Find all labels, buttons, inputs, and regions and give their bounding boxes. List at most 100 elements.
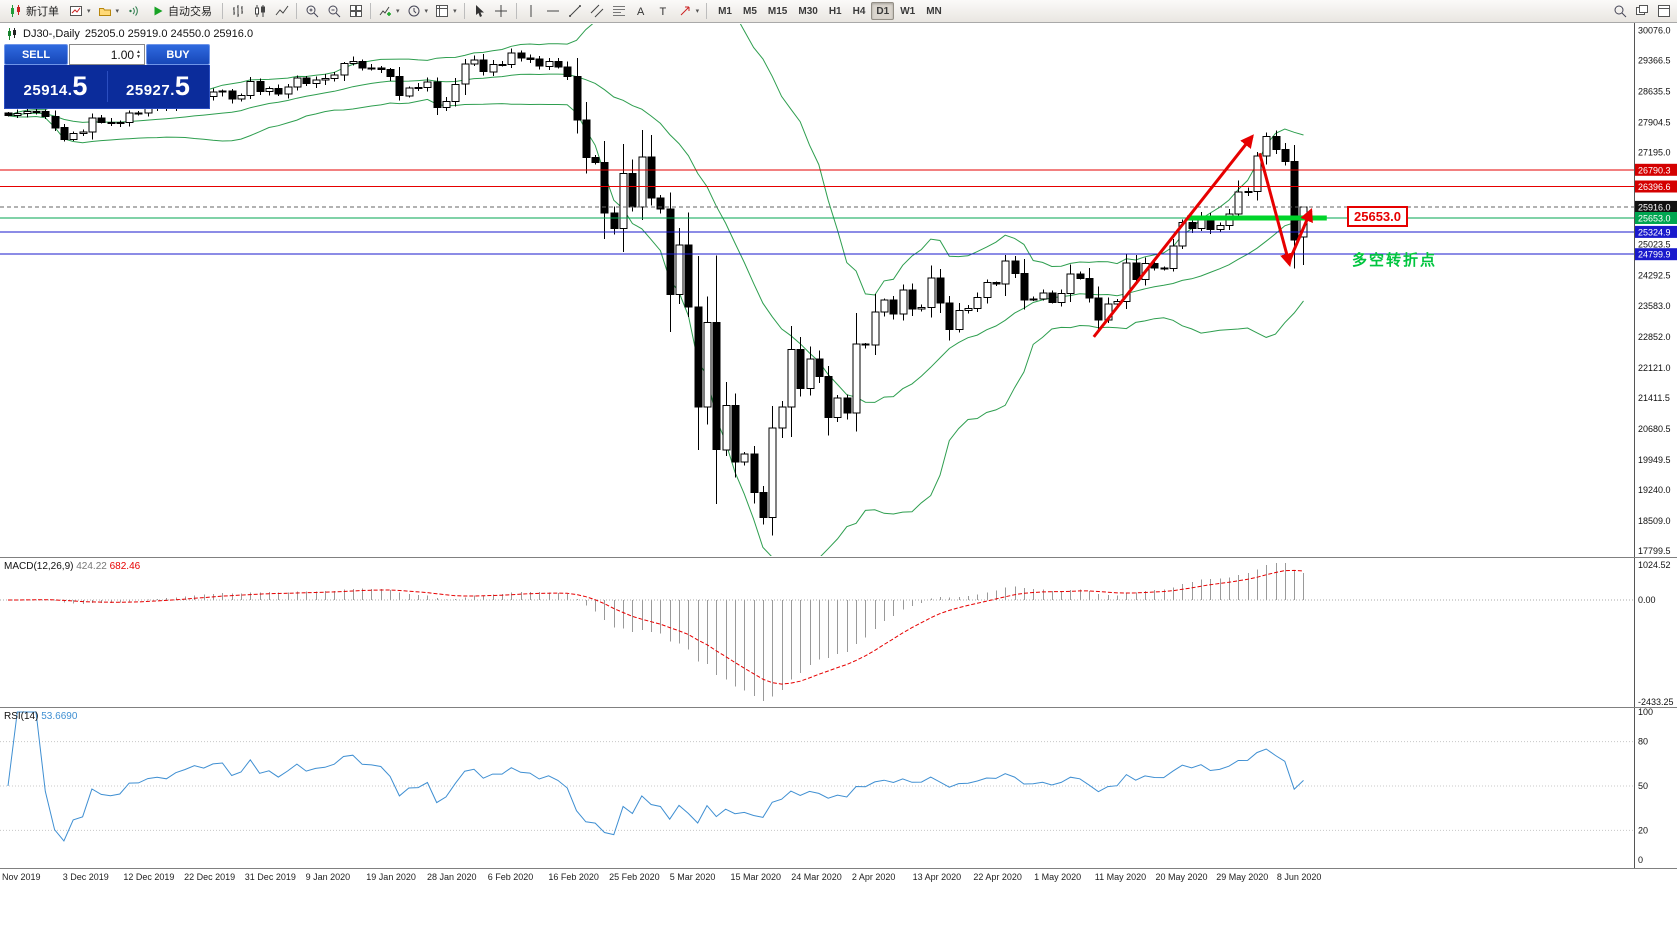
svg-text:24 Mar 2020: 24 Mar 2020 bbox=[791, 872, 842, 882]
svg-text:Nov 2019: Nov 2019 bbox=[2, 872, 41, 882]
stepper-down-icon[interactable]: ▼ bbox=[136, 53, 141, 60]
volume-stepper[interactable]: ▲ ▼ bbox=[136, 48, 141, 60]
svg-text:27195.0: 27195.0 bbox=[1638, 148, 1671, 158]
svg-text:26790.3: 26790.3 bbox=[1638, 165, 1671, 175]
date-axis[interactable]: Nov 2019 3 Dec 2019 12 Dec 2019 22 Dec 2019… bbox=[2, 872, 1321, 882]
templates-icon bbox=[436, 5, 449, 17]
toolbar-separator bbox=[296, 3, 298, 19]
open-charts-button[interactable] bbox=[1631, 1, 1652, 21]
indicators-button[interactable]: ▾ bbox=[375, 1, 403, 21]
window-panel-button[interactable] bbox=[1653, 1, 1674, 21]
svg-text:16 Feb 2020: 16 Feb 2020 bbox=[548, 872, 599, 882]
autotrading-button[interactable]: 自动交易 bbox=[145, 1, 218, 21]
svg-text:20 May 2020: 20 May 2020 bbox=[1156, 872, 1208, 882]
toolbar-separator bbox=[222, 3, 224, 19]
autotrading-label: 自动交易 bbox=[168, 6, 213, 18]
timeframe-toolbar: M1 M5 M15 M30 H1 H4 D1 W1 MN bbox=[713, 2, 947, 20]
dropdown-arrow: ▾ bbox=[453, 8, 457, 15]
buy-price: 25927.5 bbox=[126, 71, 191, 101]
volume-field[interactable]: 1.00 ▲ ▼ bbox=[69, 44, 145, 65]
bar-chart-button[interactable] bbox=[227, 1, 248, 21]
svg-text:0: 0 bbox=[1638, 855, 1643, 865]
svg-text:22852.0: 22852.0 bbox=[1638, 332, 1671, 342]
new-order-icon bbox=[11, 5, 20, 17]
equidistant-channel-icon bbox=[590, 4, 604, 18]
timeframe-h1-button[interactable]: H1 bbox=[824, 2, 847, 20]
timeframe-mn-button[interactable]: MN bbox=[921, 2, 947, 20]
chart-title: DJ30-,Daily 25205.0 25919.0 24550.0 2591… bbox=[6, 28, 253, 40]
cursor-button[interactable] bbox=[469, 1, 490, 21]
timeframe-m30-button[interactable]: M30 bbox=[793, 2, 822, 20]
timeframe-m5-button[interactable]: M5 bbox=[738, 2, 762, 20]
periods-clock-icon bbox=[408, 5, 420, 17]
chart-canvas[interactable]: 30076.0 29366.5 28635.5 27904.5 27195.0 25023… bbox=[0, 23, 1677, 947]
profiles-button[interactable]: ▾ bbox=[95, 1, 123, 21]
candlestick-chart-icon bbox=[254, 5, 265, 17]
volume-value: 1.00 bbox=[110, 47, 135, 62]
candlestick-chart-button[interactable] bbox=[249, 1, 270, 21]
one-click-trading-panel: SELL 1.00 ▲ ▼ BUY 25914.5 25927.5 bbox=[4, 44, 210, 109]
periods-button[interactable]: ▾ bbox=[404, 1, 432, 21]
text-label-button[interactable]: T bbox=[653, 1, 674, 21]
magnifier-button[interactable] bbox=[1609, 1, 1630, 21]
tile-windows-button[interactable] bbox=[345, 1, 366, 21]
timeframe-h4-button[interactable]: H4 bbox=[848, 2, 871, 20]
price-axis[interactable]: 30076.0 29366.5 28635.5 27904.5 27195.0 25023… bbox=[1634, 23, 1677, 868]
svg-text:19240.0: 19240.0 bbox=[1638, 485, 1671, 495]
svg-text:15 Mar 2020: 15 Mar 2020 bbox=[731, 872, 782, 882]
horizontal-line-button[interactable] bbox=[543, 1, 564, 21]
svg-text:22121.0: 22121.0 bbox=[1638, 363, 1671, 373]
equidistant-channel-button[interactable] bbox=[587, 1, 608, 21]
dropdown-arrow: ▾ bbox=[695, 8, 700, 15]
trendline-button[interactable] bbox=[565, 1, 586, 21]
svg-text:2 Apr 2020: 2 Apr 2020 bbox=[852, 872, 896, 882]
vertical-line-button[interactable] bbox=[521, 1, 542, 21]
arrow-tools-icon bbox=[680, 6, 690, 16]
text-icon: A bbox=[637, 6, 645, 18]
svg-text:1024.52: 1024.52 bbox=[1638, 560, 1671, 570]
toolbar-separator bbox=[370, 3, 372, 19]
window-panel-icon bbox=[1657, 5, 1670, 17]
svg-text:11 May 2020: 11 May 2020 bbox=[1095, 872, 1146, 882]
autotrading-play-icon bbox=[154, 6, 163, 16]
signals-button[interactable] bbox=[123, 1, 144, 21]
svg-text:1 May 2020: 1 May 2020 bbox=[1034, 872, 1081, 882]
svg-text:100: 100 bbox=[1638, 707, 1653, 717]
buy-button[interactable]: BUY bbox=[146, 44, 210, 65]
price-callout[interactable]: 25653.0 bbox=[1347, 206, 1408, 228]
line-chart-icon bbox=[275, 5, 288, 16]
timeframe-m1-button[interactable]: M1 bbox=[713, 2, 737, 20]
svg-text:19949.5: 19949.5 bbox=[1638, 455, 1671, 465]
chart-symbol-icon bbox=[8, 28, 16, 40]
svg-text:25 Feb 2020: 25 Feb 2020 bbox=[609, 872, 660, 882]
arrow-tools-button[interactable]: ▾ bbox=[675, 1, 703, 21]
cursor-icon bbox=[476, 5, 485, 17]
new-chart-button[interactable]: ▾ bbox=[66, 1, 94, 21]
timeframe-w1-button[interactable]: W1 bbox=[895, 2, 920, 20]
vertical-line-icon bbox=[530, 5, 532, 17]
svg-text:24292.5: 24292.5 bbox=[1638, 271, 1671, 281]
bar-chart-icon bbox=[232, 5, 243, 17]
dropdown-arrow: ▾ bbox=[87, 8, 91, 15]
svg-text:13 Apr 2020: 13 Apr 2020 bbox=[913, 872, 962, 882]
templates-button[interactable]: ▾ bbox=[432, 1, 460, 21]
fibonacci-button[interactable] bbox=[609, 1, 630, 21]
crosshair-button[interactable] bbox=[491, 1, 512, 21]
sell-button[interactable]: SELL bbox=[4, 44, 68, 65]
timeframe-d1-button[interactable]: D1 bbox=[871, 2, 895, 20]
svg-text:20: 20 bbox=[1638, 825, 1648, 835]
profiles-icon bbox=[98, 8, 111, 16]
timeframe-m15-button[interactable]: M15 bbox=[763, 2, 792, 20]
line-chart-button[interactable] bbox=[271, 1, 292, 21]
chart-window: 30076.0 29366.5 28635.5 27904.5 27195.0 25023… bbox=[0, 23, 1677, 947]
svg-text:30076.0: 30076.0 bbox=[1638, 26, 1671, 36]
svg-text:25023.5: 25023.5 bbox=[1638, 240, 1671, 250]
zoom-out-button[interactable] bbox=[323, 1, 344, 21]
turning-point-annotation[interactable]: 多空转折点 bbox=[1352, 252, 1438, 269]
new-order-button[interactable]: 新订单 bbox=[3, 1, 65, 21]
text-button[interactable]: A bbox=[631, 1, 652, 21]
tile-windows-icon bbox=[349, 5, 362, 17]
stepper-up-icon[interactable]: ▲ bbox=[136, 48, 141, 55]
zoom-in-button[interactable] bbox=[301, 1, 322, 21]
